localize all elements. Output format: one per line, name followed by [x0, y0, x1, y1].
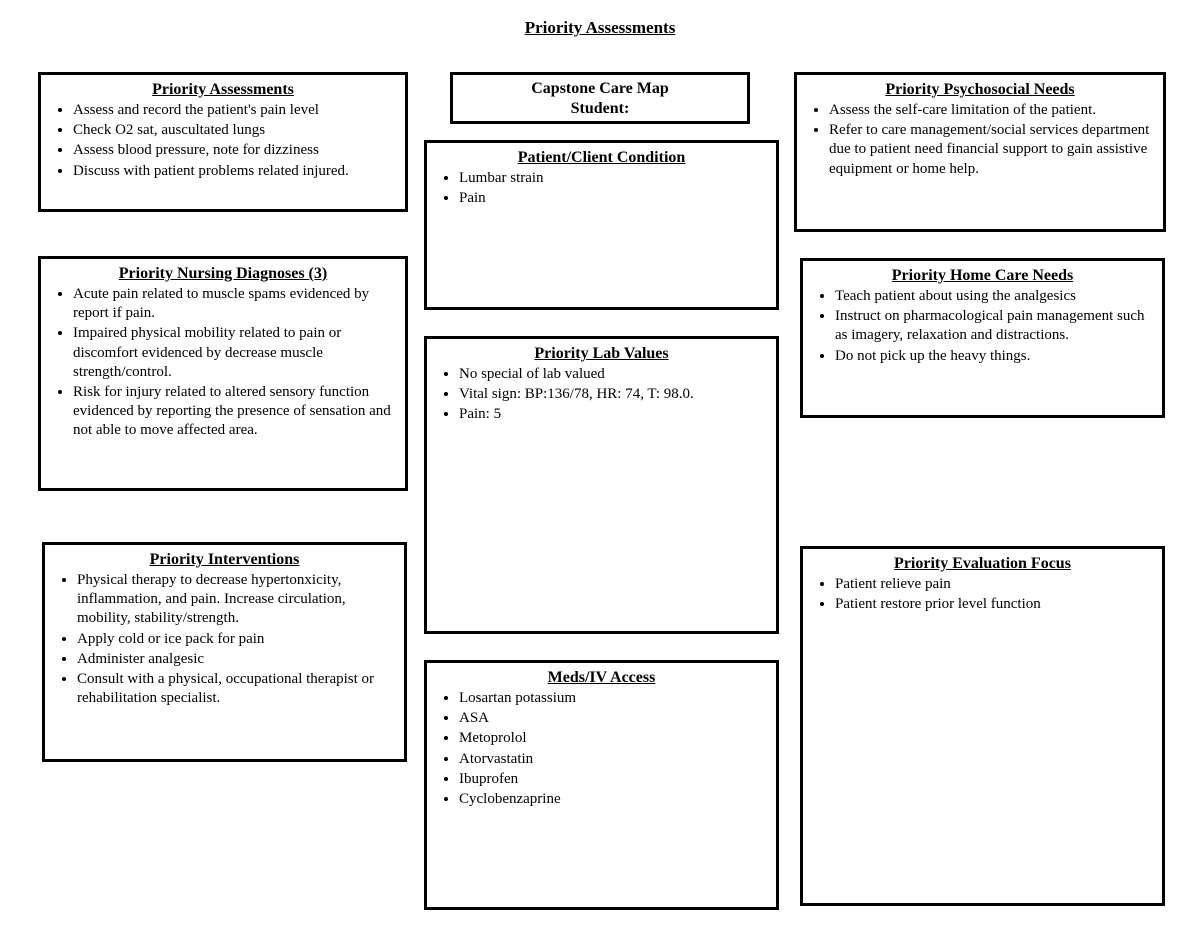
list-item: Refer to care management/social services…	[829, 121, 1153, 179]
capstone-line-1: Capstone Care Map	[461, 79, 739, 99]
list-item: Patient restore prior level function	[835, 595, 1152, 614]
list-item: ASA	[459, 709, 766, 728]
list-item: Assess the self-care limitation of the p…	[829, 101, 1153, 120]
list-item: Patient relieve pain	[835, 575, 1152, 594]
list-item: Risk for injury related to altered senso…	[73, 383, 395, 441]
list-item: Impaired physical mobility related to pa…	[73, 324, 395, 382]
box-title-labs: Priority Lab Values	[437, 345, 766, 363]
page-title: Priority Assessments	[0, 0, 1200, 38]
list-item: Ibuprofen	[459, 770, 766, 789]
list-item: No special of lab valued	[459, 365, 766, 384]
box-diagnoses: Priority Nursing Diagnoses (3) Acute pai…	[38, 256, 408, 491]
list-item: Teach patient about using the analgesics	[835, 287, 1152, 306]
box-priority-assessments: Priority Assessments Assess and record t…	[38, 72, 408, 212]
list-condition: Lumbar strain Pain	[437, 169, 766, 208]
box-title-homecare: Priority Home Care Needs	[813, 267, 1152, 285]
list-item: Assess blood pressure, note for dizzines…	[73, 141, 395, 160]
list-labs: No special of lab valued Vital sign: BP:…	[437, 365, 766, 425]
list-item: Administer analgesic	[77, 650, 394, 669]
list-item: Acute pain related to muscle spams evide…	[73, 285, 395, 323]
list-item: Cyclobenzaprine	[459, 790, 766, 809]
list-item: Lumbar strain	[459, 169, 766, 188]
box-meds: Meds/IV Access Losartan potassium ASA Me…	[424, 660, 779, 910]
box-interventions: Priority Interventions Physical therapy …	[42, 542, 407, 762]
list-item: Physical therapy to decrease hypertonxic…	[77, 571, 394, 629]
list-item: Instruct on pharmacological pain managem…	[835, 307, 1152, 345]
list-item: Check O2 sat, auscultated lungs	[73, 121, 395, 140]
list-item: Atorvastatin	[459, 750, 766, 769]
box-psychosocial: Priority Psychosocial Needs Assess the s…	[794, 72, 1166, 232]
box-title-assessments: Priority Assessments	[51, 81, 395, 99]
box-title-evaluation: Priority Evaluation Focus	[813, 555, 1152, 573]
box-title-meds: Meds/IV Access	[437, 669, 766, 687]
list-item: Pain: 5	[459, 405, 766, 424]
box-title-interventions: Priority Interventions	[55, 551, 394, 569]
list-item: Losartan potassium	[459, 689, 766, 708]
list-interventions: Physical therapy to decrease hypertonxic…	[55, 571, 394, 708]
box-title-psychosocial: Priority Psychosocial Needs	[807, 81, 1153, 99]
list-item: Vital sign: BP:136/78, HR: 74, T: 98.0.	[459, 385, 766, 404]
list-item: Pain	[459, 189, 766, 208]
list-meds: Losartan potassium ASA Metoprolol Atorva…	[437, 689, 766, 809]
list-item: Discuss with patient problems related in…	[73, 162, 395, 181]
box-condition: Patient/Client Condition Lumbar strain P…	[424, 140, 779, 310]
box-title-condition: Patient/Client Condition	[437, 149, 766, 167]
list-item: Apply cold or ice pack for pain	[77, 630, 394, 649]
list-item: Assess and record the patient's pain lev…	[73, 101, 395, 120]
box-homecare: Priority Home Care Needs Teach patient a…	[800, 258, 1165, 418]
box-evaluation: Priority Evaluation Focus Patient reliev…	[800, 546, 1165, 906]
capstone-line-2: Student:	[461, 99, 739, 119]
list-item: Do not pick up the heavy things.	[835, 347, 1152, 366]
list-item: Metoprolol	[459, 729, 766, 748]
box-capstone: Capstone Care Map Student:	[450, 72, 750, 124]
list-assessments: Assess and record the patient's pain lev…	[51, 101, 395, 181]
list-diagnoses: Acute pain related to muscle spams evide…	[51, 285, 395, 441]
box-labs: Priority Lab Values No special of lab va…	[424, 336, 779, 634]
list-homecare: Teach patient about using the analgesics…	[813, 287, 1152, 366]
list-psychosocial: Assess the self-care limitation of the p…	[807, 101, 1153, 179]
box-title-diagnoses: Priority Nursing Diagnoses (3)	[51, 265, 395, 283]
list-evaluation: Patient relieve pain Patient restore pri…	[813, 575, 1152, 614]
list-item: Consult with a physical, occupational th…	[77, 670, 394, 708]
